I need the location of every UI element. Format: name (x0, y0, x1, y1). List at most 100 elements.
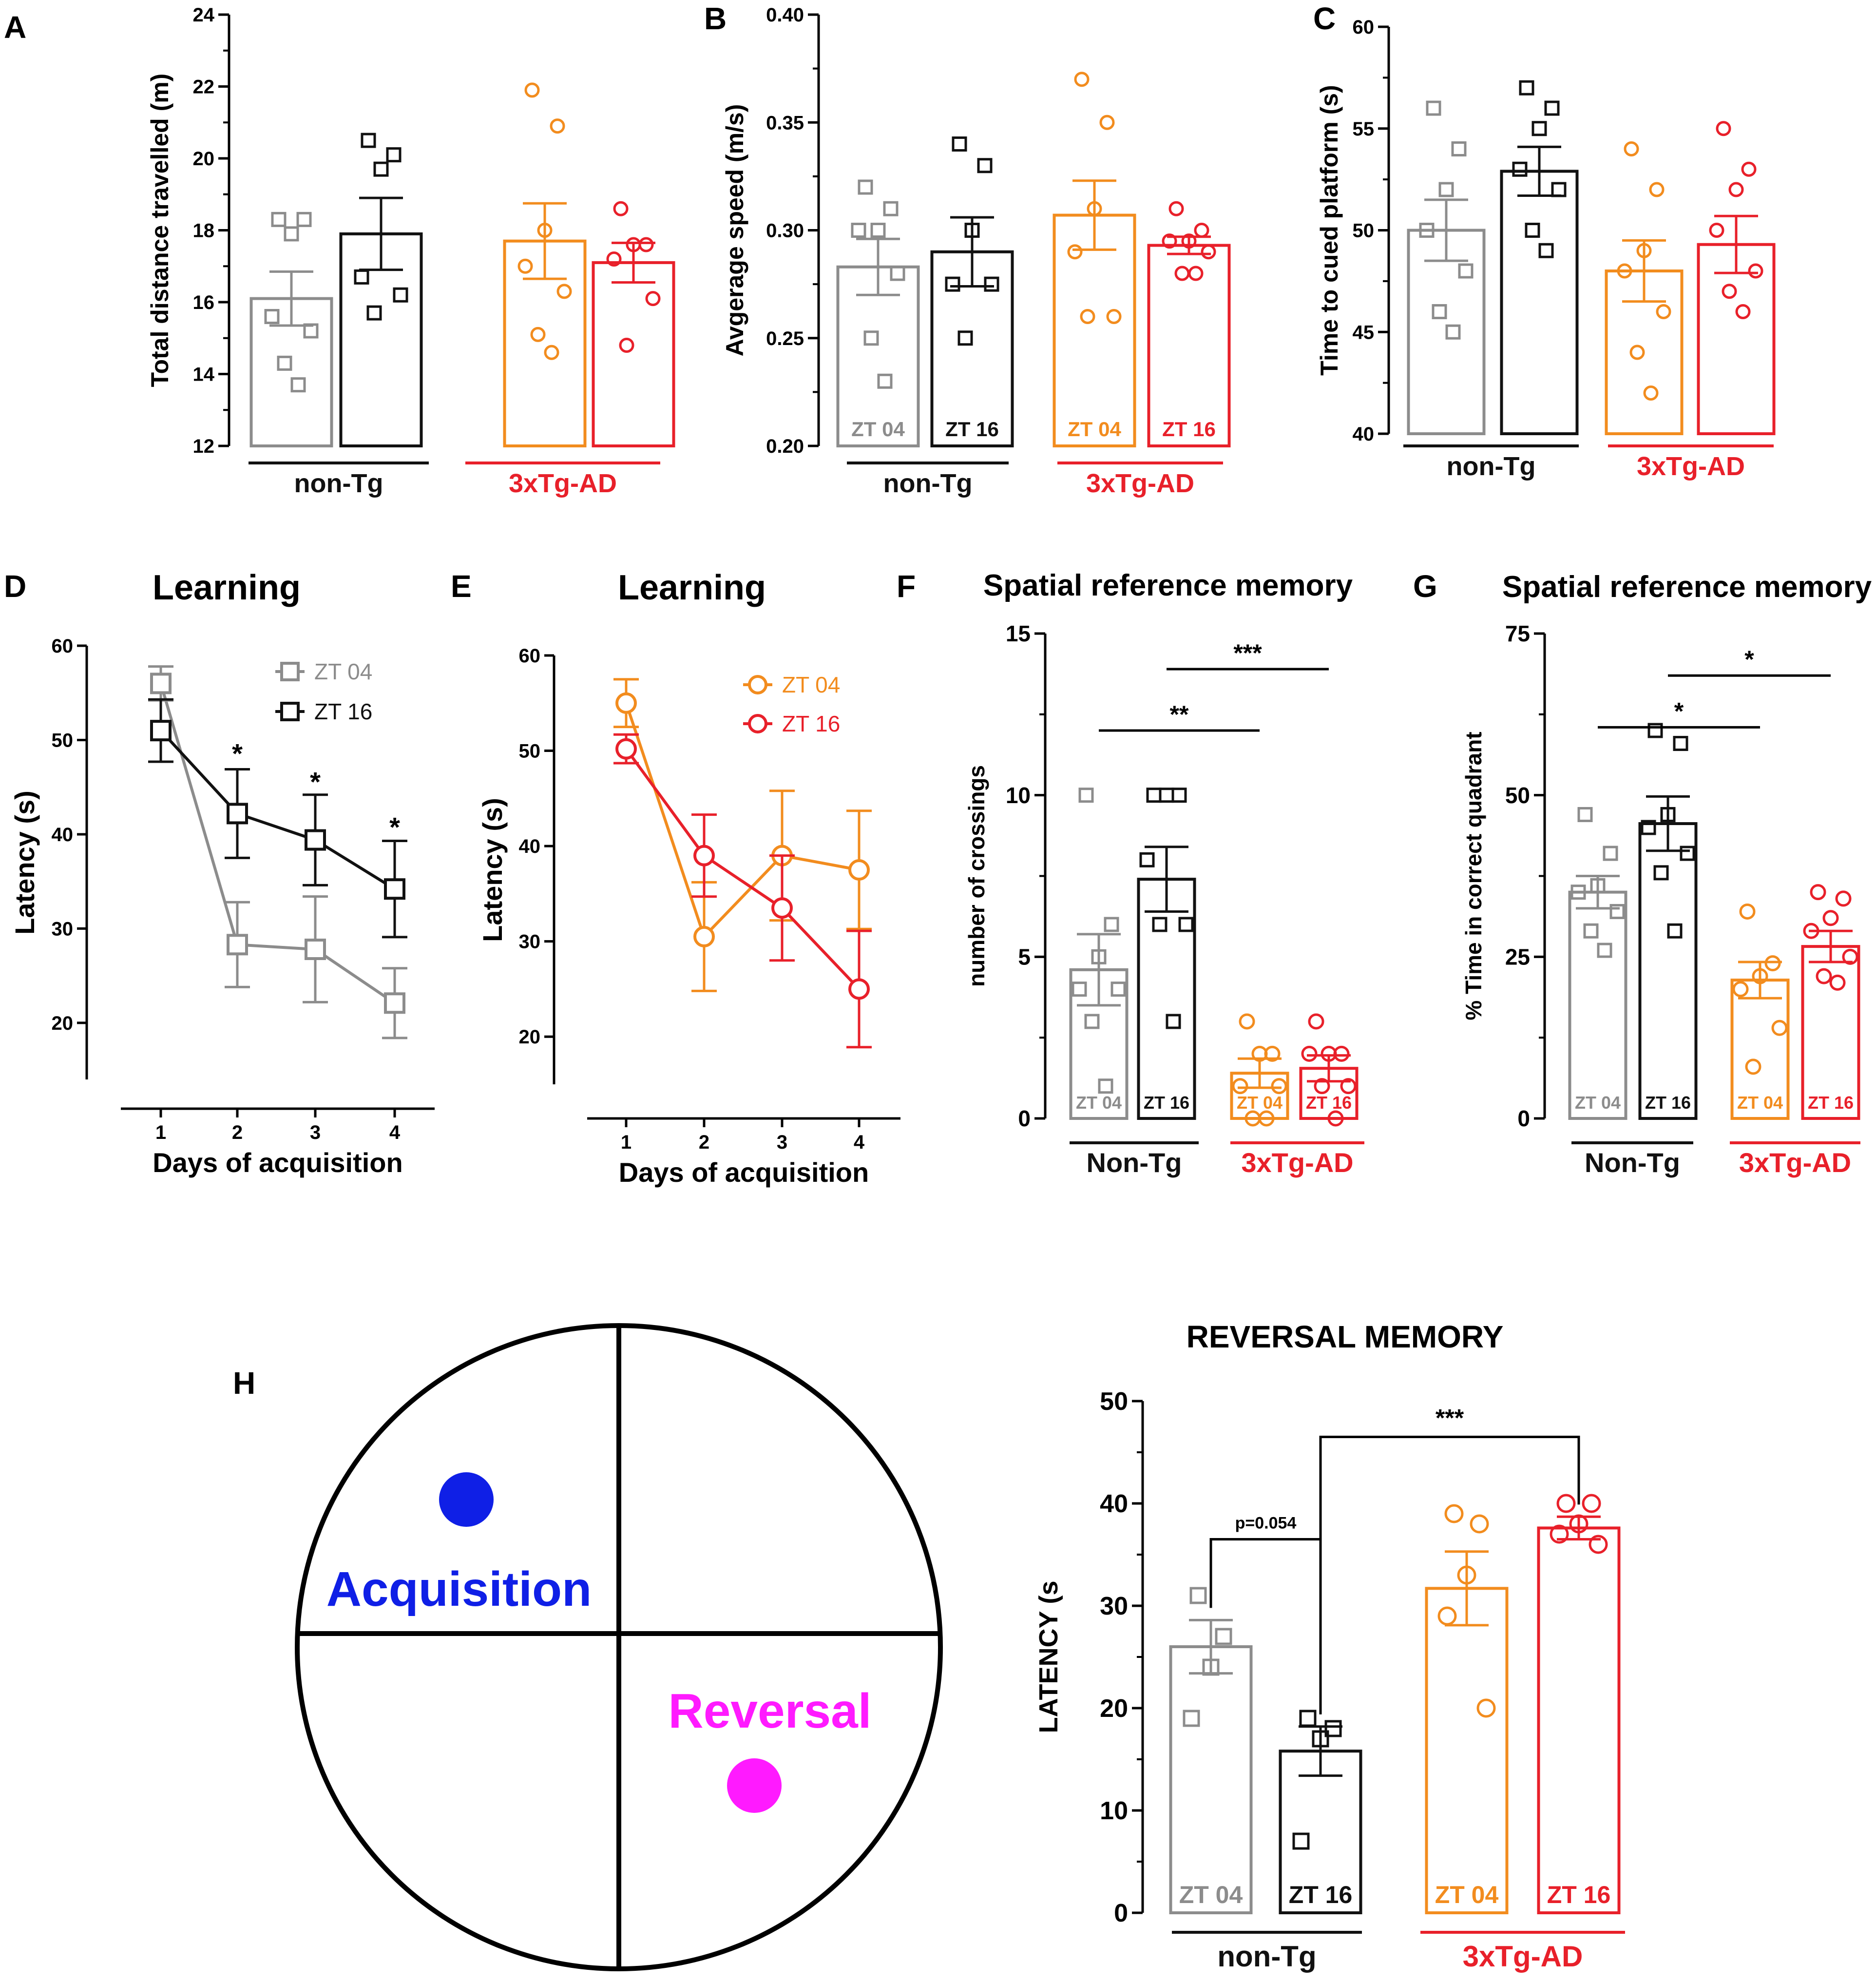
data-point (284, 226, 299, 242)
data-point (1842, 948, 1858, 965)
data-point (977, 158, 993, 173)
panel-letter-c: C (1313, 1, 1336, 36)
y-axis-label: Time to cued platform (s) (1316, 85, 1343, 375)
y-tick-label: 40 (519, 836, 541, 857)
y-tick-label: 20 (52, 1013, 74, 1034)
data-point (851, 223, 866, 238)
data-point (1577, 807, 1593, 822)
data-point (1636, 243, 1652, 258)
data-point (890, 266, 905, 281)
data-point (1512, 161, 1528, 177)
group-label: 3xTg-AD (1739, 1147, 1851, 1178)
data-point (1067, 244, 1083, 260)
data-point (537, 223, 553, 238)
x-tick-label: 4 (389, 1122, 401, 1143)
y-tick-label: 50 (519, 741, 541, 762)
data-point (1752, 968, 1768, 984)
y-tick-label: 18 (193, 220, 215, 242)
legend-label: ZT 16 (314, 699, 372, 724)
data-point (1745, 1058, 1761, 1075)
data-point (1582, 1494, 1601, 1513)
data-point (1551, 182, 1567, 197)
significance-label: p=0.054 (1235, 1514, 1297, 1533)
panel-letter-g: G (1413, 569, 1437, 604)
water-maze-diagram: Acquisition Reversal (295, 1323, 943, 1971)
bar-label: ZT 16 (1162, 418, 1216, 441)
bar-label: ZT 04 (1737, 1093, 1783, 1113)
group-label: non-Tg (294, 469, 383, 498)
y-tick-label: 12 (193, 436, 215, 457)
data-marker (150, 720, 172, 742)
bar-label: ZT 04 (1076, 1093, 1122, 1113)
bar-label: ZT 04 (1068, 418, 1121, 441)
data-point (517, 258, 533, 274)
data-point (1476, 1698, 1496, 1718)
data-marker (384, 992, 405, 1014)
data-point (1104, 917, 1119, 932)
data-point (870, 223, 886, 238)
y-tick-label: 50 (1353, 220, 1375, 242)
y-axis-label: Latency (s) (477, 798, 508, 942)
legend-marker (280, 662, 300, 681)
panel-d-learning-nontg: Learning 20 30 40 50 60 Latency (s) 1 2 3 4 Days of… (9, 568, 435, 1178)
acquisition-label: Acquisition (326, 1562, 592, 1616)
data-point (1629, 345, 1645, 360)
data-point (1327, 1110, 1344, 1127)
group-label: 3xTg-AD (509, 469, 617, 498)
data-point (1181, 233, 1197, 249)
data-marker (693, 845, 715, 866)
data-point (1087, 201, 1102, 216)
data-point (1444, 1504, 1464, 1523)
y-tick-label: 5 (1018, 944, 1031, 969)
y-axis-label: Total distance travelled (m) (146, 74, 173, 387)
data-point (957, 330, 973, 346)
data-point (1590, 878, 1606, 893)
data-point (1570, 885, 1586, 900)
data-point (1771, 1020, 1788, 1036)
data-point (1764, 955, 1781, 972)
data-point (1312, 1730, 1329, 1748)
data-point (1617, 263, 1632, 279)
group-label: 3xTg-AD (1637, 452, 1745, 481)
y-tick-label: 14 (193, 364, 215, 385)
data-point (1189, 1587, 1207, 1604)
bar-label: ZT 16 (945, 418, 999, 441)
data-point (613, 201, 629, 216)
data-point (1732, 981, 1749, 998)
significance-label: *** (1436, 1405, 1464, 1432)
panel-c-cued-platform-time: 40 45 50 55 60 Time to cued platform (s) non-T… (1316, 17, 1776, 481)
x-tick-label: 3 (310, 1122, 321, 1143)
data-point (1419, 223, 1435, 238)
data-point (1215, 1628, 1232, 1645)
data-point (1159, 788, 1174, 803)
legend-label: ZT 16 (782, 711, 840, 736)
chart-title: REVERSAL MEMORY (1187, 1319, 1504, 1354)
data-point (945, 276, 960, 292)
bar-label: ZT 16 (1808, 1093, 1854, 1113)
data-point (1583, 923, 1599, 939)
data-point (1451, 141, 1467, 156)
y-tick-label: 60 (52, 635, 74, 657)
y-tick-label: 45 (1353, 322, 1375, 343)
panel-letter-f: F (897, 569, 916, 604)
y-tick-label: 60 (1353, 17, 1375, 38)
data-point (386, 147, 402, 163)
data-point (883, 201, 899, 216)
data-marker (848, 859, 870, 881)
data-point (1716, 121, 1731, 136)
data-point (1074, 72, 1090, 87)
bar-label: ZT 04 (1179, 1881, 1243, 1908)
data-point (984, 276, 999, 292)
significance-label: *** (1233, 639, 1262, 667)
data-marker (227, 803, 248, 825)
group-label: 3xTg-AD (1086, 469, 1194, 498)
significance-star: * (310, 767, 321, 797)
data-point (1653, 865, 1669, 881)
series-line (159, 730, 396, 890)
chart-title: Learning (153, 568, 301, 607)
data-point (1728, 182, 1744, 197)
data-point (1525, 223, 1540, 238)
bar-label: ZT 16 (1547, 1881, 1611, 1908)
data-point (863, 330, 879, 346)
y-axis-label: Avgerage speed (m/s) (721, 104, 748, 357)
